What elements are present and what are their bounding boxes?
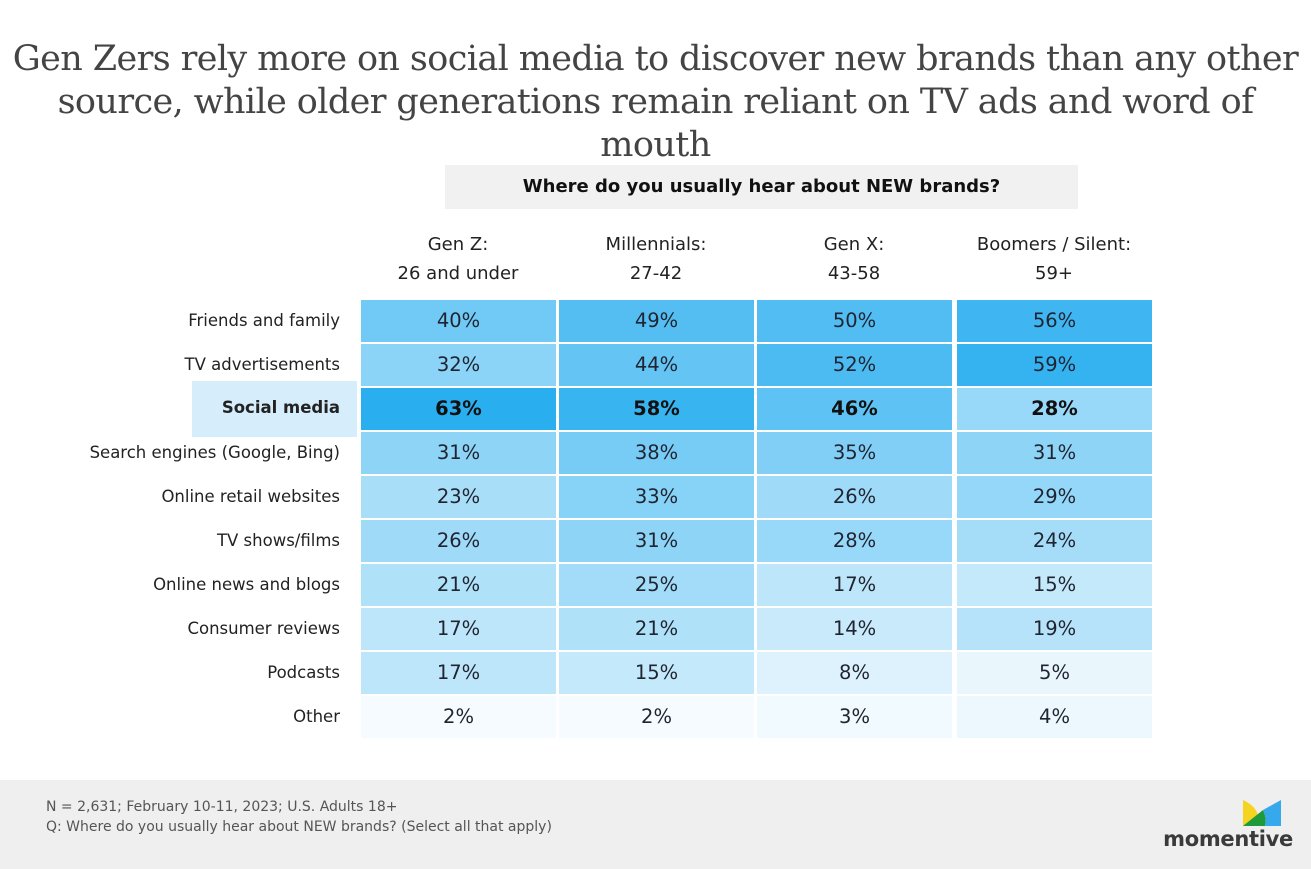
row-label: Online retail websites bbox=[161, 487, 340, 506]
heatmap-cell: 28% bbox=[957, 388, 1152, 430]
heatmap-cell: 8% bbox=[757, 652, 952, 694]
heatmap-cell: 26% bbox=[361, 520, 556, 562]
row-label: Friends and family bbox=[188, 311, 340, 330]
heatmap-cell: 46% bbox=[757, 388, 952, 430]
heatmap-cell: 50% bbox=[757, 300, 952, 342]
column-header-name: Gen Z: bbox=[427, 234, 489, 255]
column-header-age-range: 26 and under bbox=[397, 263, 519, 284]
row-label: Online news and blogs bbox=[153, 575, 340, 594]
heatmap-cell: 49% bbox=[559, 300, 754, 342]
heatmap-cell: 63% bbox=[361, 388, 556, 430]
heatmap-cell: 44% bbox=[559, 344, 754, 386]
heatmap-cell: 31% bbox=[957, 432, 1152, 474]
chart-title: Gen Zers rely more on social media to di… bbox=[0, 38, 1311, 167]
logo-mark-icon bbox=[1243, 800, 1281, 826]
heatmap-cell: 31% bbox=[361, 432, 556, 474]
question-banner: Where do you usually hear about NEW bran… bbox=[445, 165, 1078, 209]
heatmap-cell: 28% bbox=[757, 520, 952, 562]
heatmap-cell: 17% bbox=[361, 608, 556, 650]
heatmap-cell: 19% bbox=[957, 608, 1152, 650]
column-header-age-range: 43-58 bbox=[827, 263, 881, 284]
heatmap-cell: 35% bbox=[757, 432, 952, 474]
column-header: Gen Z: 26 and under bbox=[360, 230, 556, 288]
heatmap-cell: 29% bbox=[957, 476, 1152, 518]
footnote: N = 2,631; February 10-11, 2023; U.S. Ad… bbox=[46, 797, 552, 837]
heatmap-cell: 58% bbox=[559, 388, 754, 430]
column-header: Millennials: 27-42 bbox=[558, 230, 754, 288]
heatmap-cell: 23% bbox=[361, 476, 556, 518]
heatmap-cell: 33% bbox=[559, 476, 754, 518]
heatmap-cell: 5% bbox=[957, 652, 1152, 694]
column-header-name: Gen X: bbox=[823, 234, 885, 255]
logo-green-shape bbox=[1243, 810, 1266, 826]
chart-title-line-1: Gen Zers rely more on social media to di… bbox=[12, 39, 1299, 79]
row-label: Consumer reviews bbox=[187, 619, 340, 638]
row-label: TV advertisements bbox=[184, 355, 340, 374]
column-header-age-range: 59+ bbox=[1035, 263, 1073, 284]
heatmap-cell: 4% bbox=[957, 696, 1152, 738]
logo-text: momentive bbox=[1163, 827, 1293, 851]
momentive-logo: momentive bbox=[1158, 800, 1293, 852]
heatmap-cell: 2% bbox=[361, 696, 556, 738]
column-header-age-range: 27-42 bbox=[629, 263, 683, 284]
heatmap-cell: 25% bbox=[559, 564, 754, 606]
logo-blue-shape bbox=[1263, 800, 1281, 826]
heatmap-cell: 21% bbox=[361, 564, 556, 606]
column-header-name: Boomers / Silent: bbox=[976, 234, 1132, 255]
column-header-name: Millennials: bbox=[605, 234, 707, 255]
footer: N = 2,631; February 10-11, 2023; U.S. Ad… bbox=[0, 780, 1311, 869]
heatmap-cell: 52% bbox=[757, 344, 952, 386]
row-label: TV shows/films bbox=[216, 531, 340, 550]
heatmap-cell: 3% bbox=[757, 696, 952, 738]
column-header: Gen X: 43-58 bbox=[756, 230, 952, 288]
question-note: Q: Where do you usually hear about NEW b… bbox=[46, 819, 552, 835]
row-label-highlighted: Social media bbox=[192, 381, 357, 437]
heatmap-cell: 56% bbox=[957, 300, 1152, 342]
heatmap-cell: 17% bbox=[757, 564, 952, 606]
heatmap-cell: 24% bbox=[957, 520, 1152, 562]
row-label: Search engines (Google, Bing) bbox=[89, 443, 340, 462]
heatmap-cell: 21% bbox=[559, 608, 754, 650]
heatmap-cell: 15% bbox=[957, 564, 1152, 606]
chart-title-line-2: source, while older generations remain r… bbox=[57, 82, 1254, 165]
heatmap-cell: 31% bbox=[559, 520, 754, 562]
heatmap-cell: 2% bbox=[559, 696, 754, 738]
heatmap-cell: 59% bbox=[957, 344, 1152, 386]
heatmap-cell: 32% bbox=[361, 344, 556, 386]
column-header: Boomers / Silent: 59+ bbox=[956, 230, 1152, 288]
row-label: Other bbox=[293, 707, 340, 726]
heatmap-cell: 26% bbox=[757, 476, 952, 518]
heatmap-cell: 38% bbox=[559, 432, 754, 474]
row-label: Podcasts bbox=[267, 663, 340, 682]
sample-note: N = 2,631; February 10-11, 2023; U.S. Ad… bbox=[46, 799, 398, 815]
heatmap-cell: 40% bbox=[361, 300, 556, 342]
heatmap-cell: 15% bbox=[559, 652, 754, 694]
heatmap-cell: 17% bbox=[361, 652, 556, 694]
heatmap-cell: 14% bbox=[757, 608, 952, 650]
